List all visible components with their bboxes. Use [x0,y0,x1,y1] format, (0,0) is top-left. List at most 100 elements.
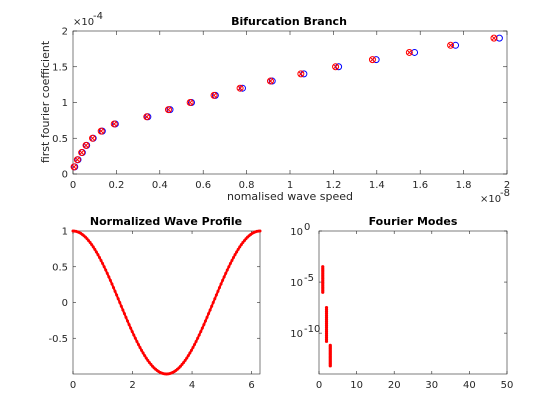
data-point-cross [267,78,274,84]
wave-profile-point [102,265,106,269]
wave-profile-point [91,245,95,249]
data-point-ring [447,41,455,49]
data-point-cross [71,164,77,170]
wave-profile-point [219,282,223,286]
wave-profile-point [222,275,226,279]
data-point-cross [89,135,96,141]
data-point-x [332,63,340,71]
wave-profile-point [199,330,203,334]
data-point-x [82,141,90,149]
data-point-ring [297,70,305,78]
y-tick-label-base: 10 [290,278,303,289]
wave-profile-point [105,271,109,275]
wave-profile-point [108,278,112,282]
data-point-x [236,84,244,92]
data-point-x [78,149,86,157]
y-tick-label: 1 [62,98,68,109]
wave-profile-point [88,241,92,245]
data-point-x [143,113,151,121]
x-tick-label: 1.8 [456,180,472,191]
plot-area [318,230,508,375]
x-axis-label: nomalised wave speed [227,190,353,203]
y-tick-label: 10 0 [290,222,310,238]
wave-profile-point [227,265,231,269]
wave-profile-point [188,351,192,355]
wave-profile-point [230,258,234,262]
axis-ticks: 0 2 4 6 -0.5 0 0.5 1 [48,227,260,391]
wave-profile-point [217,286,221,290]
wave-profile-point [205,315,209,319]
wave-profile-point [211,300,215,304]
chart-title: Normalized Wave Profile [90,215,242,228]
y-tick-label: 0 [62,298,68,309]
x-tick-label: 0 [316,380,322,391]
data-point-x [70,163,78,171]
wave-profile-point [97,256,101,260]
x-tick-label: 0.6 [195,180,211,191]
y-tick-label: 10 -10 [290,324,320,340]
wave-profile-point [110,282,114,286]
data-point-ring [82,141,90,149]
wave-profile-point [130,330,134,334]
data-point-x [97,127,105,135]
data-point-ring [97,127,105,135]
wave-profile-point [101,262,105,266]
wave-profile-point [90,243,94,247]
data-point-ring [73,156,81,164]
data-point-ring [164,106,172,114]
x-tick-label: 0 [70,380,76,391]
data-point-cross [237,85,243,91]
wave-profile-point [228,262,232,266]
y-tick-label: 0.5 [52,134,68,145]
data-point-cross [491,35,497,41]
data-point-cross [406,49,412,56]
data-point-ring [332,63,340,71]
x-tick-label: 1.2 [325,180,341,191]
data-point-ring [490,34,498,42]
wave-profile-point [203,319,207,323]
data-point-ring [70,163,78,171]
wave-profile-point [207,312,211,316]
normalized-wave-profile-chart: Normalized Wave Profile 0 2 4 6 -0.5 0 0.5 1 [48,215,262,391]
wave-profile-point [235,250,239,254]
svg-text:-4: -4 [93,11,103,22]
data-point-x [110,120,118,128]
y-tick-label-base: 10 [290,227,303,238]
x-tick-label: 30 [425,380,438,391]
x-tick-label: 1.6 [412,180,428,191]
wave-profile-point [136,343,140,347]
y-tick-label: -0.5 [48,334,68,345]
wave-profile-point [189,348,193,352]
wave-profile-point [225,268,229,272]
plot-area [72,30,508,175]
wave-profile-point [94,250,98,254]
x-tick-label: 4 [189,380,195,391]
wave-profile-point [213,297,217,301]
wave-profile-point [193,343,197,347]
data-point-circle [411,48,419,56]
data-point-ring [89,134,97,142]
wave-profile-point [116,297,120,301]
wave-profile-point [191,345,195,349]
wave-profile-point [239,243,243,247]
wave-profile-point [135,339,139,343]
data-point-cross [448,42,454,48]
wave-profile-point [202,323,206,327]
data-point-cross [79,149,85,156]
data-point-cross [369,57,376,63]
x-tick-label: 2 [504,180,510,191]
wave-profile-point [113,289,117,293]
wave-profile-point [104,268,108,272]
data-point-x [164,106,172,114]
y-tick-label-exp: -5 [304,273,314,284]
data-point-cross [83,142,89,148]
wave-profile-point [119,304,123,308]
y-axis-label: first fourier coefficient [39,40,52,163]
wave-profile-point [233,253,237,257]
data-point-x [266,77,274,85]
data-marks [70,34,503,171]
x-tick-label: 50 [501,380,514,391]
wave-profile-point [133,336,137,340]
wave-profile-point [210,304,214,308]
